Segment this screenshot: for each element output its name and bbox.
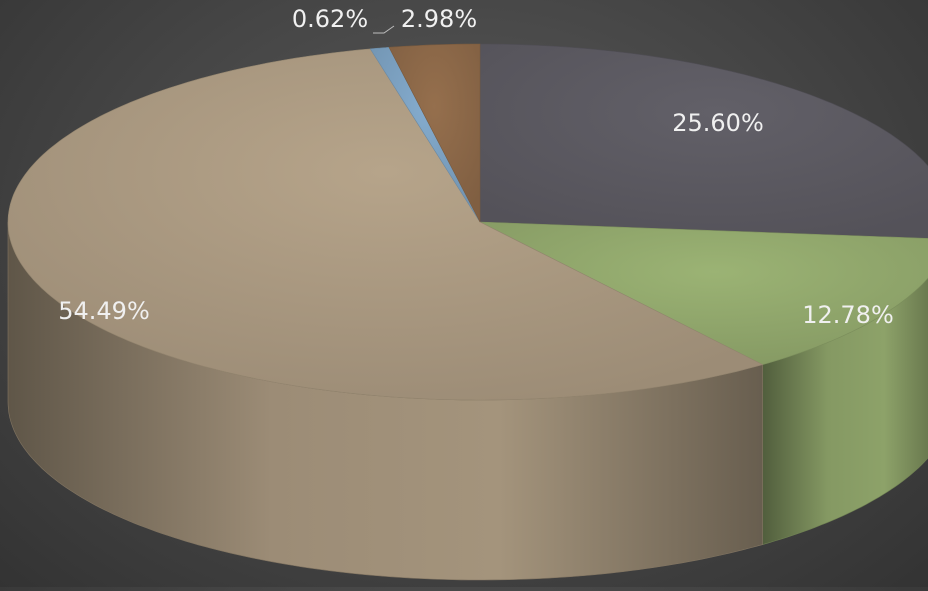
pie-slice bbox=[479, 221, 928, 365]
pie-slice bbox=[388, 43, 481, 223]
pie-data-labels: 25.60% 12.78% 54.49% 0.62% 2.98% bbox=[58, 5, 894, 329]
pie-data-label: 12.78% bbox=[802, 301, 894, 329]
pie-top-faces bbox=[7, 43, 928, 401]
pie-data-label: 54.49% bbox=[58, 297, 150, 325]
pie-data-label: 0.62% bbox=[292, 5, 368, 33]
pie-data-label: 25.60% bbox=[672, 109, 764, 137]
pie-data-label: 2.98% bbox=[401, 5, 477, 33]
pie-slice bbox=[7, 48, 764, 401]
pie-slice bbox=[479, 43, 928, 239]
pie-leader-line bbox=[373, 25, 395, 34]
pie-side-walls bbox=[7, 221, 928, 581]
pie-slice bbox=[369, 46, 481, 223]
